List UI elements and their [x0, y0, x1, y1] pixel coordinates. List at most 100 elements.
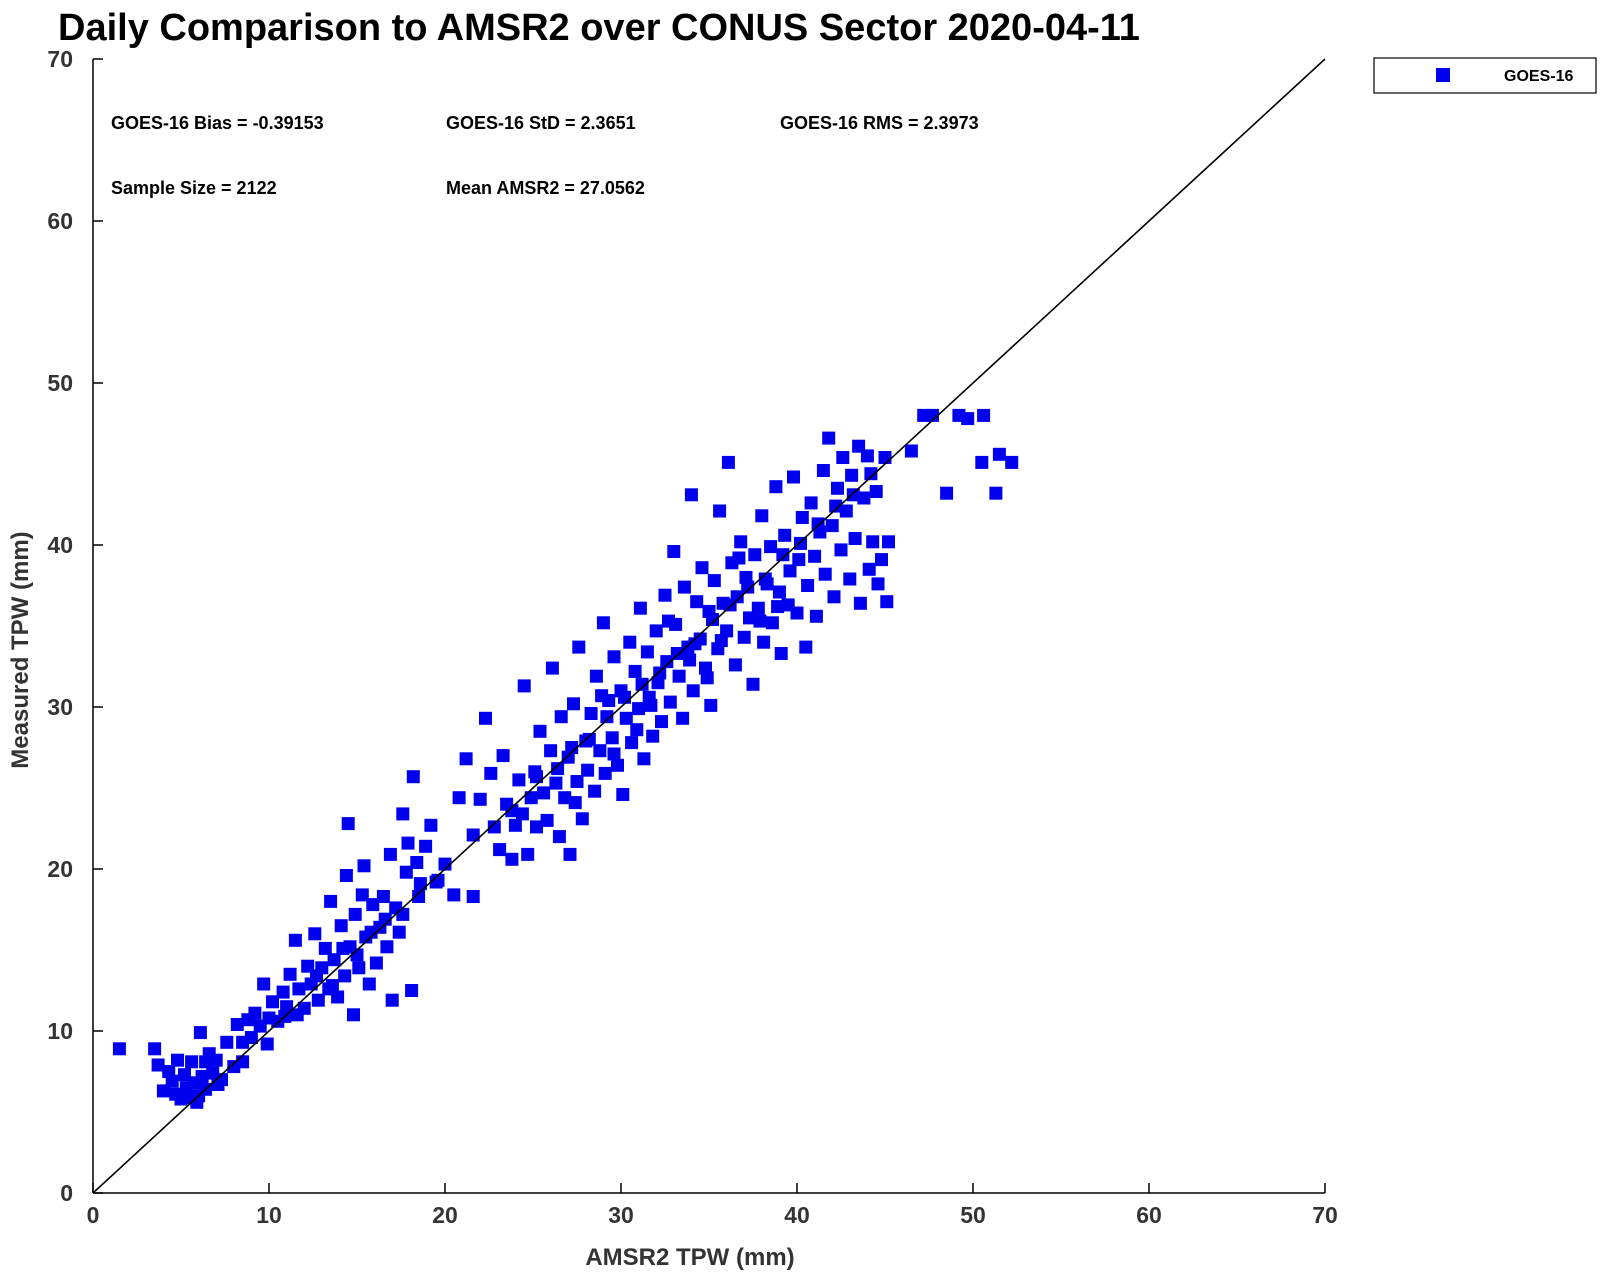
data-point	[339, 869, 353, 882]
data-point	[151, 1058, 165, 1072]
x-tick-label: 10	[256, 1202, 282, 1228]
data-point	[822, 431, 836, 445]
data-point	[795, 511, 809, 524]
data-point	[334, 919, 348, 933]
data-point	[706, 613, 719, 626]
data-point	[632, 702, 646, 716]
y-tick-label: 60	[47, 208, 73, 234]
data-point	[598, 766, 612, 780]
data-point	[376, 890, 390, 903]
data-point	[567, 697, 580, 711]
data-point	[672, 669, 686, 683]
data-point	[190, 1095, 204, 1109]
data-point	[593, 744, 607, 758]
data-point	[405, 984, 419, 997]
data-point	[362, 977, 376, 991]
data-point	[413, 877, 427, 891]
data-point	[875, 553, 888, 567]
data-point	[508, 818, 522, 832]
data-point	[757, 635, 771, 649]
stat-mean: Mean AMSR2 = 27.0562	[446, 178, 645, 198]
data-point	[211, 1078, 225, 1091]
data-point	[926, 408, 939, 422]
data-point	[399, 865, 413, 879]
data-point	[493, 843, 507, 857]
data-point	[637, 752, 651, 766]
data-point	[171, 1053, 184, 1067]
data-point	[683, 653, 697, 667]
data-point	[774, 647, 788, 660]
data-point	[772, 585, 786, 599]
data-point	[537, 786, 551, 800]
data-point	[524, 791, 538, 805]
data-point	[818, 567, 832, 581]
data-point	[662, 614, 675, 628]
data-point	[871, 577, 885, 591]
data-point	[438, 857, 452, 871]
data-point	[764, 540, 778, 554]
x-tick-label: 60	[1136, 1202, 1162, 1228]
data-point	[396, 807, 410, 821]
goes16-points	[112, 408, 1019, 1109]
data-point	[563, 847, 577, 861]
data-point	[512, 773, 526, 787]
data-point	[808, 549, 822, 563]
data-point	[787, 470, 800, 484]
data-point	[864, 467, 878, 481]
data-point	[336, 941, 350, 955]
data-point	[961, 412, 975, 426]
data-point	[825, 519, 839, 533]
data-point	[341, 817, 355, 831]
data-point	[605, 731, 619, 745]
data-point	[751, 601, 765, 615]
data-point	[487, 820, 501, 834]
data-point	[473, 792, 487, 806]
x-tick-label: 70	[1312, 1202, 1338, 1228]
data-point	[424, 818, 438, 832]
data-point	[348, 907, 362, 921]
data-point	[530, 820, 543, 834]
data-point	[635, 677, 649, 691]
data-point	[846, 488, 860, 502]
data-point	[521, 847, 535, 861]
data-point	[276, 985, 290, 999]
data-point	[496, 749, 510, 763]
y-tick-label: 0	[60, 1180, 73, 1206]
data-point	[940, 486, 954, 500]
data-point	[378, 912, 392, 926]
data-point	[385, 993, 399, 1007]
data-point	[310, 969, 323, 983]
legend-marker-square-icon	[1436, 68, 1450, 82]
data-point	[869, 485, 883, 498]
data-point	[325, 979, 339, 993]
x-tick-label: 40	[784, 1202, 810, 1228]
data-point	[412, 890, 426, 903]
data-point	[178, 1068, 191, 1082]
data-point	[690, 595, 704, 609]
data-point	[383, 847, 397, 861]
y-axis-label: Measured TPW (mm)	[7, 531, 34, 768]
data-point	[185, 1055, 199, 1069]
data-point	[628, 664, 642, 678]
data-point	[707, 574, 721, 588]
data-point	[670, 647, 684, 660]
data-point	[581, 763, 595, 777]
data-point	[380, 940, 394, 954]
y-tick-label: 50	[47, 370, 73, 396]
data-point	[607, 650, 621, 664]
data-point	[419, 839, 433, 853]
data-point	[552, 830, 566, 844]
data-point	[288, 933, 302, 947]
data-point	[220, 1035, 234, 1049]
data-point	[644, 698, 658, 712]
data-point	[459, 752, 473, 766]
x-tick-label: 50	[960, 1202, 986, 1228]
data-point	[834, 543, 848, 557]
data-point	[558, 791, 572, 805]
data-point	[778, 528, 792, 542]
data-point	[860, 449, 874, 463]
data-point	[352, 961, 366, 975]
data-point	[260, 1037, 274, 1051]
stat-rms: GOES-16 RMS = 2.3973	[780, 113, 979, 133]
data-point	[505, 804, 519, 818]
